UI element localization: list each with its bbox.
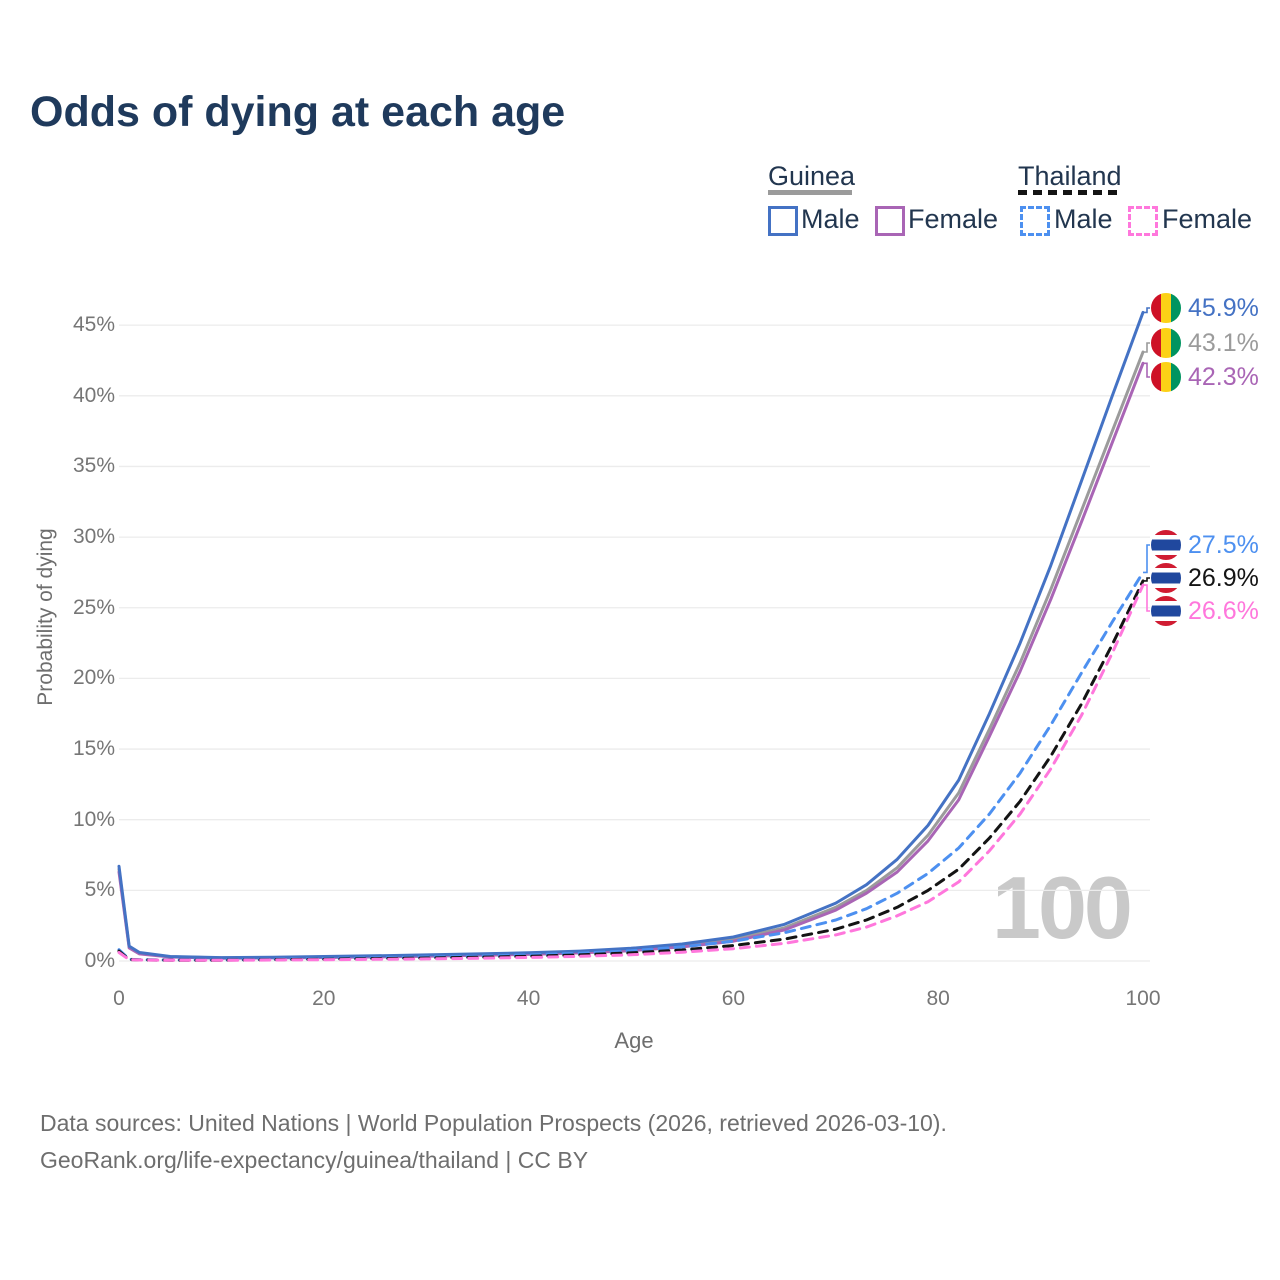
thailand-flag-icon	[1150, 529, 1182, 561]
x-axis-title: Age	[614, 1028, 654, 1053]
legend-label-guinea-female: Female	[908, 204, 999, 234]
x-tick-label: 60	[721, 987, 746, 1010]
chart-title: Odds of dying at each age	[30, 88, 566, 136]
thailand-flag-icon	[1150, 595, 1182, 627]
y-tick-label: 45%	[72, 313, 115, 337]
legend-guinea-line-sample	[768, 190, 852, 195]
legend-swatch-thailand-female	[1128, 206, 1158, 236]
end-value-label-thailand-female: 26.6%	[1188, 597, 1259, 625]
series-line-guinea-male	[117, 310, 1145, 960]
legend-label-guinea-male: Male	[801, 204, 860, 234]
y-tick-label: 0%	[84, 949, 115, 972]
y-tick-label: 35%	[72, 454, 115, 478]
end-value-label-thailand-male: 27.5%	[1188, 531, 1259, 559]
series-line-thailand-both	[117, 579, 1145, 962]
y-tick-label: 40%	[72, 383, 115, 407]
y-tick-label: 5%	[84, 878, 115, 902]
legend-thailand-line-sample	[1018, 190, 1118, 195]
leader-line-thailand-male	[1143, 544, 1150, 574]
legend-swatch-thailand-male	[1020, 206, 1050, 236]
guinea-flag-icon	[1150, 361, 1182, 393]
series-line-thailand-male	[117, 570, 1145, 962]
y-tick-label: 20%	[72, 666, 115, 690]
series-line-guinea-female	[117, 361, 1145, 960]
end-value-label-thailand-both: 26.9%	[1188, 564, 1259, 592]
x-tick-label: 80	[926, 987, 950, 1010]
x-tick-label: 20	[312, 987, 336, 1010]
y-tick-label: 25%	[72, 595, 115, 619]
series-line-guinea-both	[117, 350, 1145, 960]
end-value-label-guinea-both: 43.1%	[1188, 329, 1259, 357]
guinea-flag-icon	[1150, 292, 1182, 324]
guinea-flag-icon	[1150, 327, 1182, 359]
leader-line-thailand-female	[1143, 584, 1150, 612]
end-value-label-guinea-male: 45.9%	[1188, 294, 1259, 322]
legend-group-thailand-name: Thailand	[1018, 161, 1122, 191]
thailand-flag-icon	[1150, 562, 1182, 594]
legend-label-thailand-male: Male	[1054, 204, 1113, 234]
series-line-thailand-female	[117, 583, 1145, 962]
x-tick-label: 40	[516, 987, 541, 1010]
leader-line-guinea-both	[1143, 342, 1150, 353]
legend-swatch-guinea-female	[875, 206, 905, 236]
x-tick-label: 100	[1125, 987, 1161, 1010]
legend-label-thailand-female: Female	[1162, 204, 1253, 234]
leader-line-guinea-female	[1143, 362, 1150, 378]
leader-line-guinea-male	[1143, 307, 1150, 314]
legend-swatch-guinea-male	[768, 206, 798, 236]
leader-line-thailand-both	[1143, 577, 1150, 582]
age-counter-watermark: 100	[992, 858, 1133, 957]
end-value-label-guinea-female: 42.3%	[1188, 363, 1259, 391]
legend-group-guinea-name: Guinea	[768, 161, 856, 191]
y-tick-label: 10%	[72, 807, 115, 831]
data-source-note: Data sources: United Nations | World Pop…	[40, 1110, 947, 1136]
attribution-note: GeoRank.org/life-expectancy/guinea/thail…	[40, 1147, 589, 1173]
y-tick-label: 30%	[72, 525, 115, 549]
y-tick-label: 15%	[72, 737, 115, 761]
x-tick-label: 0	[113, 987, 125, 1010]
